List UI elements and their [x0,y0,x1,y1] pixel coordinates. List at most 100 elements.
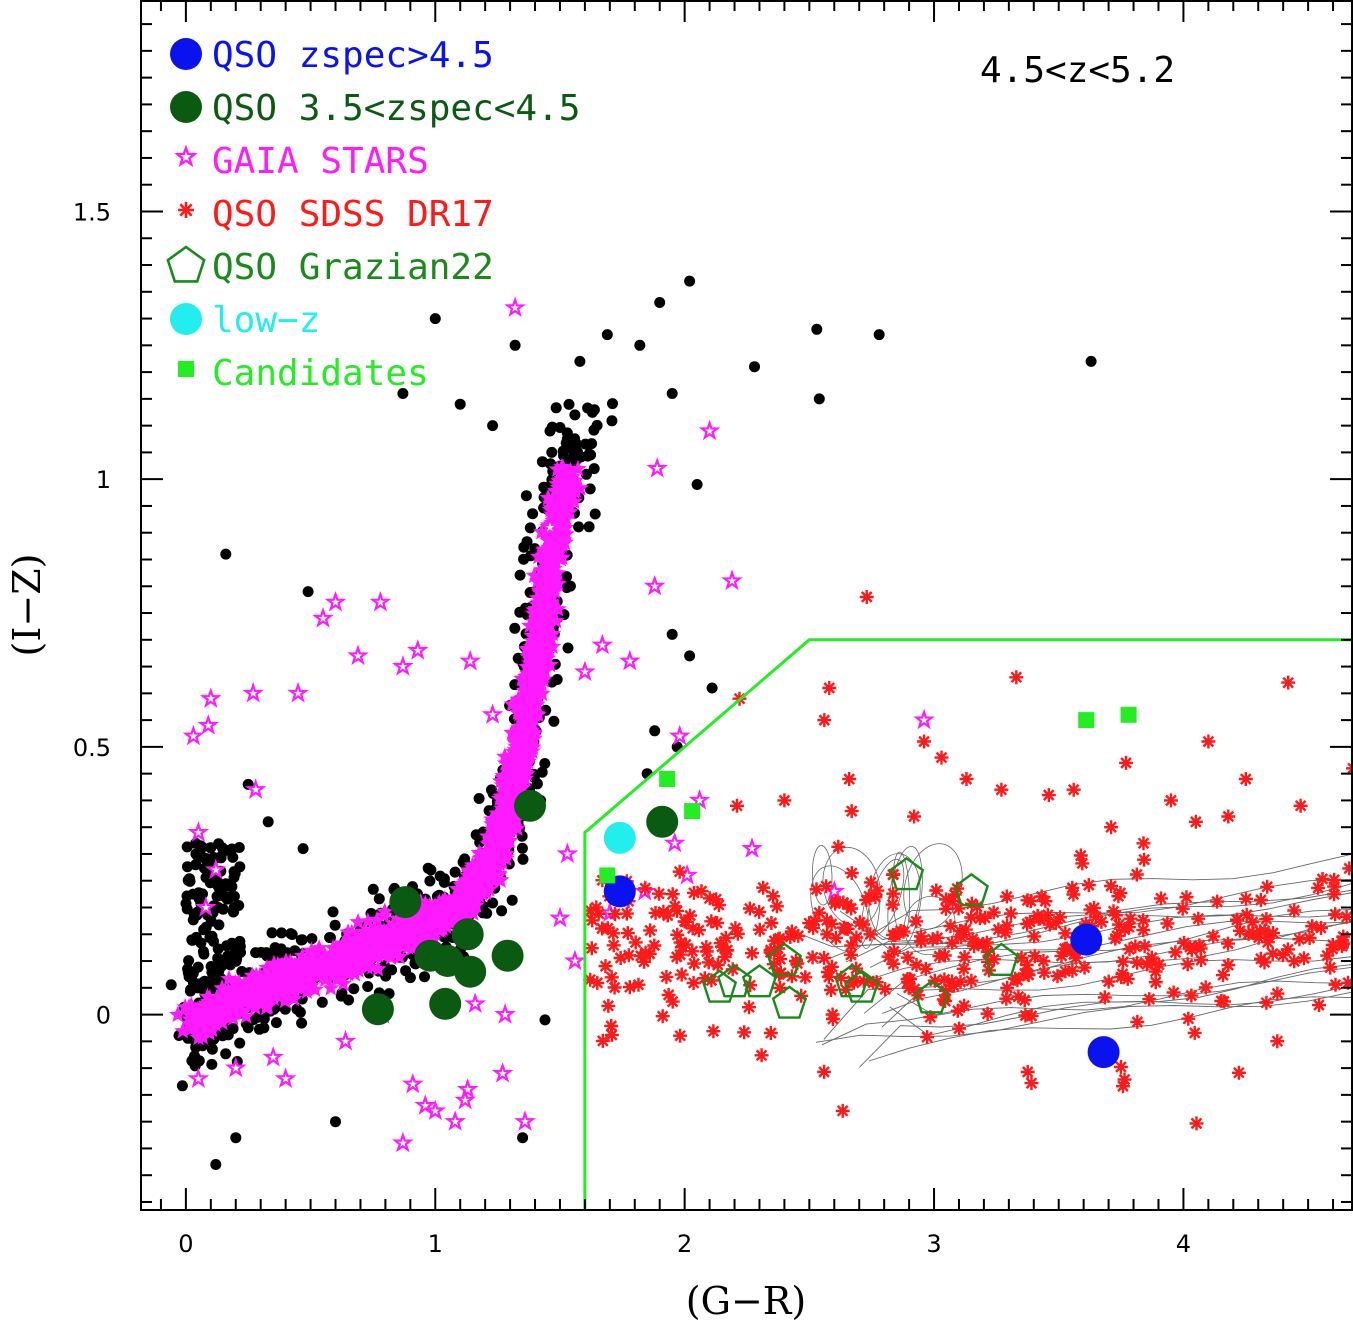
field-source-point [749,361,760,373]
gaia-star-point [376,938,394,955]
sdss-qso-point [766,957,781,972]
field-source-point [198,948,210,960]
sdss-qso-point [925,932,940,947]
field-source-point [205,842,217,854]
sdss-qso-point [677,914,692,929]
sdss-qso-point [836,920,851,935]
sdss-qso-point [914,934,929,949]
legend-entry-gaia: GAIA STARS [174,141,429,182]
sdss-qso-point [1201,734,1216,749]
sdss-qso-point [1117,922,1132,937]
sdss-qso-point [1066,887,1081,902]
sdss-qso-point [1036,953,1051,968]
sdss-qso-point [918,961,933,976]
field-source-point [509,679,521,691]
gaia-star-point [189,1028,208,1046]
sdss-qso-point [783,930,798,944]
field-source-point [473,793,485,804]
sdss-qso-point [934,750,949,765]
candidate-point [1078,712,1095,729]
sdss-qso-point [980,1006,995,1021]
field-source-point [266,927,278,939]
sdss-qso-point [1194,953,1209,968]
gaia-star-point [543,637,562,655]
sdss-qso-point [885,897,900,912]
qso-midz-point [454,955,487,988]
sdss-qso-point [1121,920,1136,935]
sdss-qso-point [743,978,758,993]
gaia-star-point [230,983,248,1001]
sdss-qso-point [1110,928,1125,943]
sdss-qso-point [1152,957,1166,972]
sdss-qso-point [608,907,622,921]
gaia-star-point [536,625,554,643]
sdss-qso-point [946,978,961,993]
sdss-qso-point [917,734,932,749]
model-track [846,892,1353,963]
gaia-star-point [465,866,483,883]
gaia-star-point [564,949,586,971]
gaia-star-point [491,1062,514,1083]
field-source-point [206,1058,218,1070]
field-source-point [233,842,245,853]
sdss-qso-point [619,906,634,921]
sdss-qso-point [863,875,878,890]
sdss-qso-point [807,913,822,928]
qso-highz-point [1070,923,1103,956]
axes: 0 1 2 3 4 0 0.5 1 1.5 [73,0,1353,1258]
field-source-point [459,853,471,865]
grazian22-qso-point [953,872,990,907]
field-source-point [233,900,245,911]
sdss-qso-point [1160,916,1175,931]
sdss-qso-point [843,947,858,962]
field-source-point [185,984,197,996]
sdss-qso-point [1034,889,1049,904]
model-track [812,845,833,906]
field-source-point [606,415,618,427]
legend-entry-grazian: QSO Grazian22 [166,245,494,288]
candidate-point [659,771,676,787]
sdss-qso-point [1166,985,1181,1000]
sdss-qso-point [838,982,853,997]
gaia-star-point [554,459,572,477]
sdss-qso-point [951,901,966,916]
gaia-star-point [539,556,558,573]
sdss-qso-point [1019,957,1034,972]
gaia-star-point [287,963,305,981]
gaia-star-point [195,896,217,917]
field-source-point [181,841,193,853]
field-source-point [192,961,204,973]
field-source-point [186,934,198,946]
gaia-star-point [436,906,454,924]
sdss-qso-point [1177,935,1192,950]
field-source-point [302,586,314,598]
sdss-qso-point [1221,936,1235,951]
sdss-qso-point [1221,958,1236,972]
field-source-point [517,1132,529,1144]
sdss-qso-point [1057,941,1072,956]
sdss-qso-point [822,681,837,695]
sdss-qso-point [862,889,876,904]
gaia-star-point [497,837,515,855]
legend-marker [174,144,198,168]
gaia-star-point [494,1003,516,1024]
field-source-point [190,848,202,860]
sdss-qso-point [878,982,893,997]
gaia-star-point [407,639,429,660]
sdss-qso-point [1327,887,1342,902]
sdss-qso-point [1327,872,1342,887]
sdss-qso-point [598,959,613,974]
sdss-qso-point [691,923,706,938]
sdss-qso-point [1130,1014,1145,1029]
grazian22-qso-point [771,985,808,1019]
sdss-qso-point [665,887,680,902]
sdss-qso-point [742,901,757,916]
field-source-point [518,553,530,565]
sdss-qso-point [1231,1065,1246,1080]
sdss-qso-point [589,900,604,915]
sdss-qso-point [828,930,843,945]
gaia-star-point [266,975,284,993]
gaia-star-point [564,473,583,490]
plot-frame [140,0,1353,1211]
sdss-qso-point [1037,965,1052,980]
